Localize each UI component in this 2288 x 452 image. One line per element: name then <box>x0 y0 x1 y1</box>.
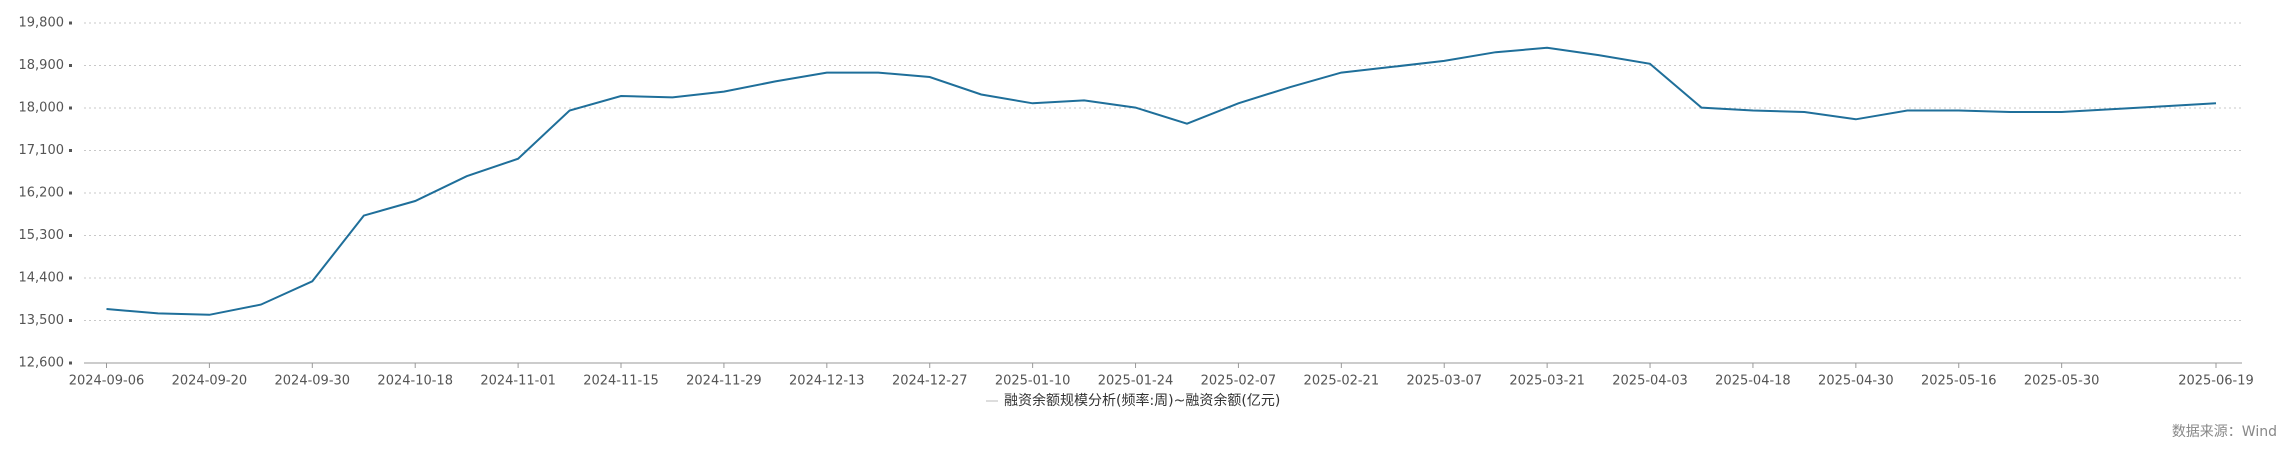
y-tick-mark <box>69 191 72 195</box>
x-tick-label: 2025-03-21 <box>1509 374 1585 389</box>
y-tick-mark <box>69 64 72 67</box>
y-tick-label: 13,500 <box>19 313 65 328</box>
y-tick-label: 15,300 <box>19 228 65 243</box>
x-tick-label: 2024-09-30 <box>275 374 351 389</box>
x-tick-label: 2025-04-30 <box>1818 374 1894 389</box>
x-tick-label: 2025-03-07 <box>1406 374 1482 389</box>
y-tick-mark <box>69 361 72 365</box>
y-tick-label: 18,900 <box>19 58 65 73</box>
y-tick-label: 19,800 <box>19 16 65 31</box>
series-line <box>106 46 2217 316</box>
x-tick-label: 2024-09-06 <box>69 374 145 389</box>
x-tick-label: 2025-04-18 <box>1715 374 1791 389</box>
y-tick-label: 16,200 <box>19 186 65 201</box>
y-tick-label: 14,400 <box>19 271 65 286</box>
y-tick-mark <box>69 319 72 322</box>
x-tick-label: 2025-02-21 <box>1304 374 1380 389</box>
x-tick-label: 2025-02-07 <box>1201 374 1277 389</box>
y-tick-label: 17,100 <box>19 143 65 158</box>
x-tick-label: 2025-06-19 <box>2178 374 2254 389</box>
x-tick-label: 2024-12-13 <box>789 374 865 389</box>
x-tick-label: 2025-05-30 <box>2024 374 2100 389</box>
x-tick-label: 2025-01-24 <box>1098 374 1174 389</box>
y-tick-label: 12,600 <box>19 356 65 371</box>
x-tick-label: 2024-11-01 <box>480 374 556 389</box>
x-tick-label: 2025-01-10 <box>995 374 1071 389</box>
y-tick-mark <box>69 106 72 110</box>
y-tick-label: 18,000 <box>19 101 65 116</box>
y-tick-mark <box>69 149 72 152</box>
y-tick-mark <box>69 234 72 237</box>
x-tick-label: 2024-11-15 <box>583 374 659 389</box>
legend-label: 融资余额规模分析(频率:周)~融资余额(亿元) <box>1004 392 1280 409</box>
x-tick-label: 2024-10-18 <box>377 374 453 389</box>
x-tick-label: 2025-04-03 <box>1612 374 1688 389</box>
x-tick-label: 2025-05-16 <box>1921 374 1997 389</box>
x-tick-label: 2024-12-27 <box>892 374 968 389</box>
source-note: 数据来源：Wind <box>2172 424 2277 440</box>
y-tick-mark <box>69 21 72 25</box>
x-tick-label: 2024-11-29 <box>686 374 762 389</box>
y-tick-mark <box>69 276 72 280</box>
x-tick-label: 2024-09-20 <box>172 374 248 389</box>
